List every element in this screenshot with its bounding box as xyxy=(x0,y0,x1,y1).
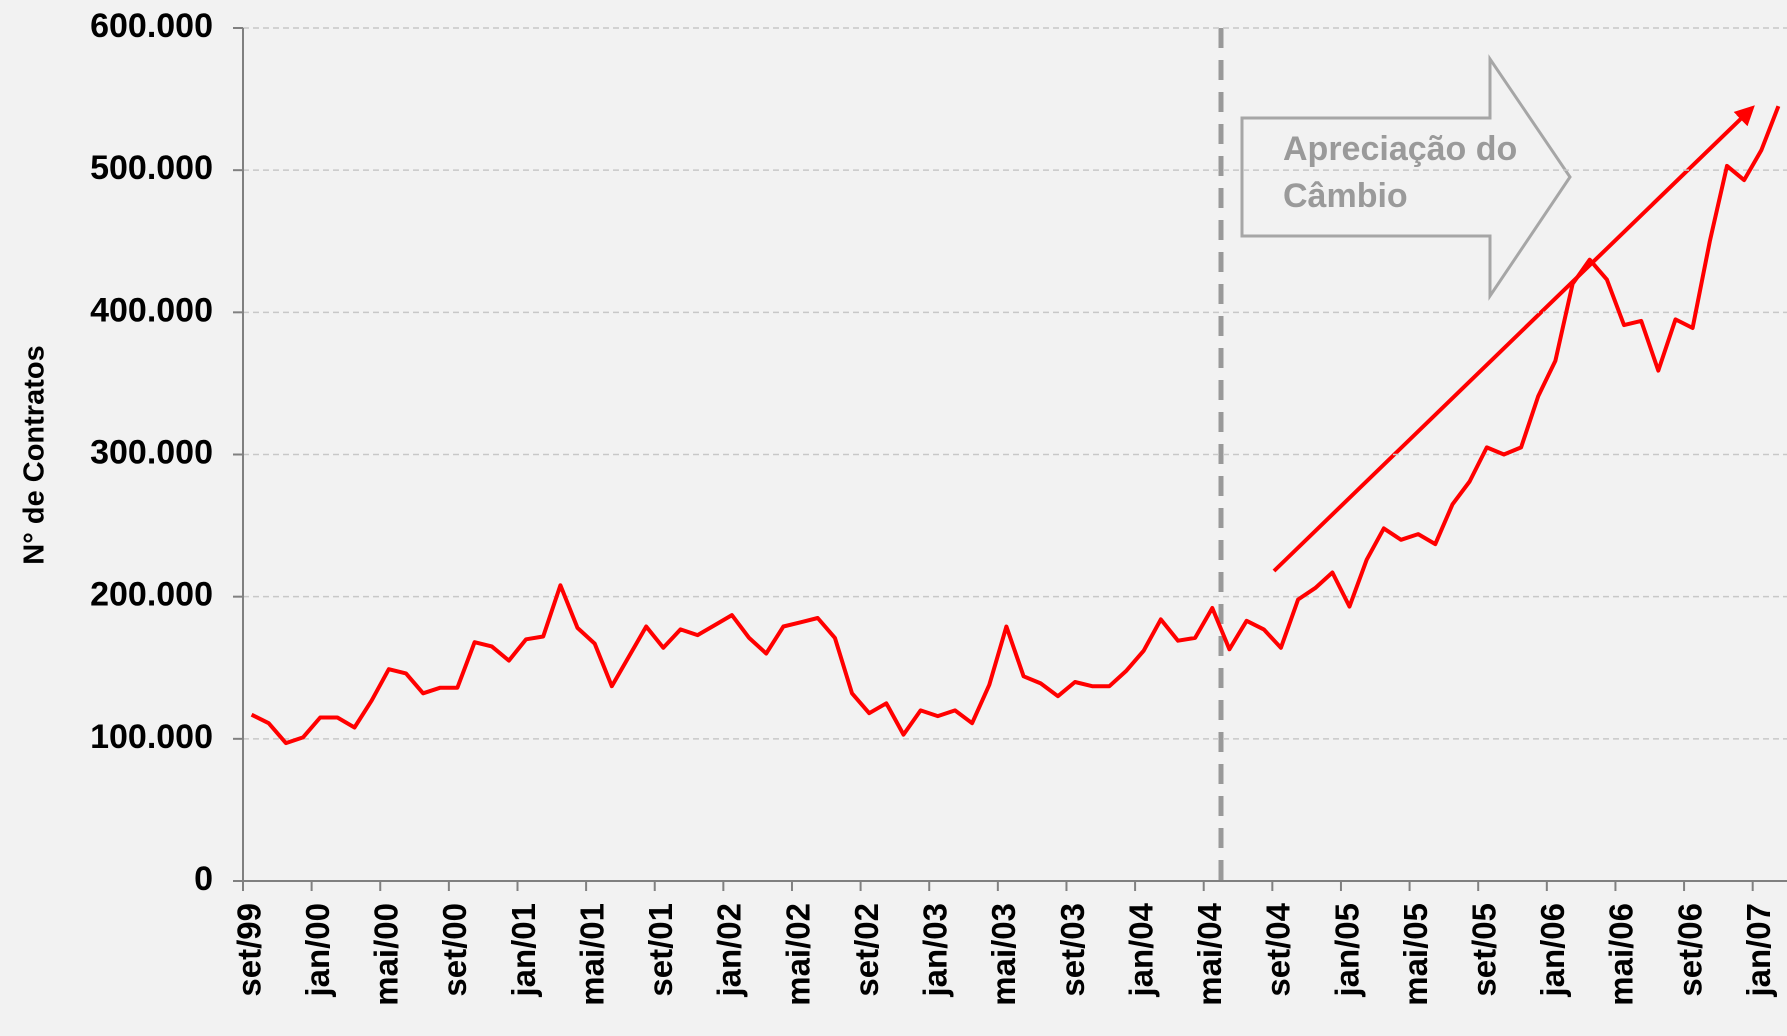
x-tick-label: set/03 xyxy=(1054,903,1091,997)
y-tick-label: 400.000 xyxy=(90,291,213,329)
y-tick-label: 0 xyxy=(194,860,213,898)
x-tick-label: set/06 xyxy=(1671,903,1708,997)
x-tick-label: jan/03 xyxy=(917,903,954,998)
x-tick-label: jan/06 xyxy=(1534,903,1571,998)
x-tick-label: mai/06 xyxy=(1603,903,1640,1006)
x-tick-label: mai/01 xyxy=(573,903,610,1006)
x-tick-label: set/02 xyxy=(848,903,885,997)
x-tick-label: jan/05 xyxy=(1328,903,1365,998)
x-tick-label: jan/00 xyxy=(299,903,336,998)
y-tick-label: 500.000 xyxy=(90,149,213,187)
y-tick-label: 300.000 xyxy=(90,433,213,471)
x-tick-label: mai/02 xyxy=(779,903,816,1006)
y-tick-label: 100.000 xyxy=(90,718,213,756)
trend-arrow xyxy=(1272,105,1755,573)
x-tick-label: mai/04 xyxy=(1191,902,1228,1005)
y-tick-label: 200.000 xyxy=(90,576,213,614)
x-tick-label: jan/02 xyxy=(711,903,748,998)
y-axis-label: N° de Contratos xyxy=(19,345,51,564)
x-tick-label: jan/07 xyxy=(1740,903,1777,998)
x-tick-label: set/04 xyxy=(1260,902,1297,996)
x-tick-label: mai/05 xyxy=(1397,903,1434,1006)
x-tick-label: set/99 xyxy=(230,903,267,997)
data-line xyxy=(250,105,1781,746)
x-tick-label: mai/03 xyxy=(985,903,1022,1006)
annotation: Câmbio xyxy=(1283,177,1408,215)
x-tick-label: mai/00 xyxy=(368,903,405,1006)
x-tick-label: jan/04 xyxy=(1122,902,1159,997)
x-tick-label: jan/01 xyxy=(505,903,542,998)
annotation-arrow xyxy=(1240,54,1572,301)
annotation: Apreciação do xyxy=(1283,130,1517,168)
x-tick-label: set/00 xyxy=(436,903,473,997)
x-tick-label: set/05 xyxy=(1465,903,1502,997)
y-tick-label: 600.000 xyxy=(90,7,213,45)
x-tick-label: set/01 xyxy=(642,903,679,997)
